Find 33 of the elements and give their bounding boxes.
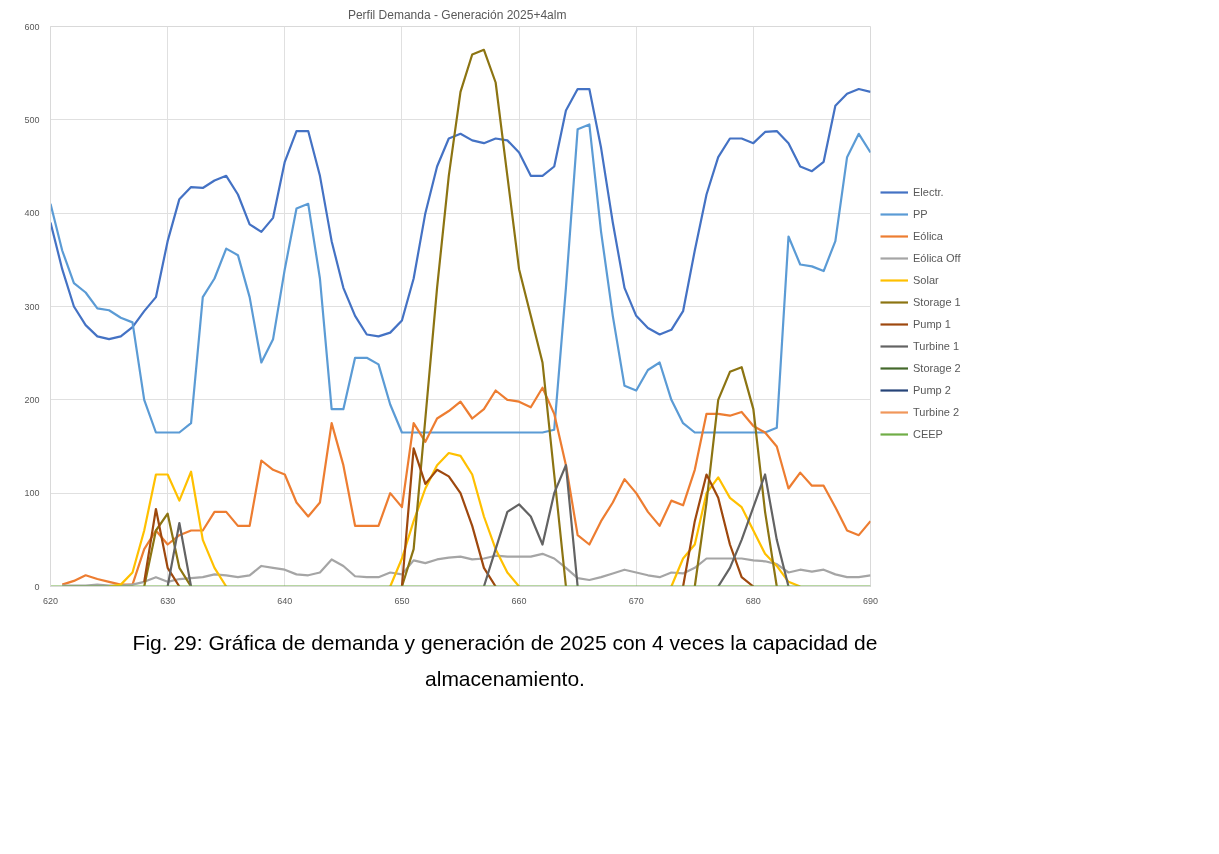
legend-label: Storage 2: [913, 362, 961, 374]
y-tick-label: 400: [24, 208, 40, 219]
legend-label: Eólica Off: [913, 252, 961, 264]
legend-label: Eólica: [913, 230, 943, 242]
x-tick-label: 620: [42, 595, 59, 606]
x-tick-label: 690: [862, 595, 879, 606]
line-series: [61, 386, 871, 586]
line-series: [61, 552, 871, 587]
y-tick-label: 600: [24, 21, 40, 32]
y-tick-label: 100: [24, 488, 40, 499]
line-series: [50, 123, 871, 434]
caption: Fig. 29: Gráfica de demanda y generación de 2025 con 4 veces la capacidad de almacenamiento.: [131, 630, 879, 692]
y-tick-label: 500: [24, 114, 40, 125]
y-tick-label: 0: [34, 581, 40, 592]
y-tick-label: 300: [24, 301, 40, 312]
x-tick-label: 640: [277, 595, 293, 606]
x-tick-label: 660: [511, 595, 527, 606]
legend-label: Pump 2: [913, 384, 951, 396]
legend-label: CEEP: [913, 428, 943, 440]
x-tick-label: 650: [394, 595, 410, 606]
legend-label: Storage 1: [913, 296, 961, 308]
chart-title: Perfil Demanda - Generación 2025+4alm: [347, 7, 567, 22]
legend-label: PP: [913, 208, 929, 220]
x-tick-label: 680: [745, 595, 761, 606]
x-tick-label: 630: [160, 595, 176, 606]
legend-label: Turbine 1: [913, 340, 960, 352]
legend-label: Electr.: [913, 186, 944, 198]
y-tick-label: 200: [24, 394, 40, 405]
legend-label: Pump 1: [913, 318, 951, 330]
legend-label: Solar: [913, 274, 939, 286]
x-tick-label: 670: [628, 595, 644, 606]
line-series: [50, 87, 871, 341]
legend-label: Turbine 2: [913, 406, 960, 418]
